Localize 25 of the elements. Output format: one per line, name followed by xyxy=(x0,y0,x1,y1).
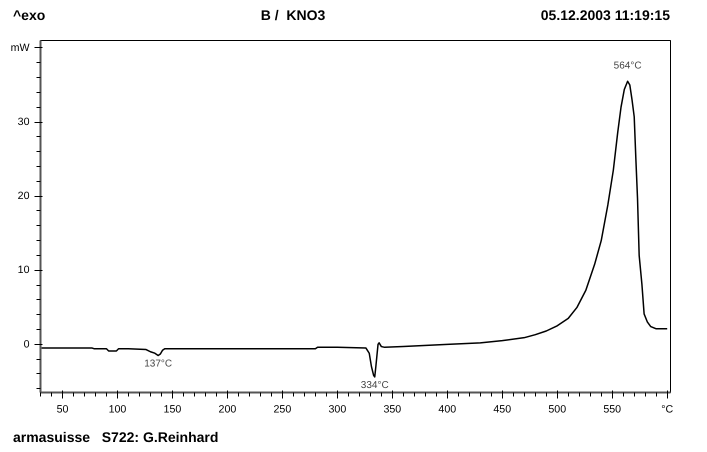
x-tick-label: 200 xyxy=(218,404,236,416)
text: 05.12.2003 11:19:15 xyxy=(540,6,670,25)
x-tick-label: 100 xyxy=(108,404,126,416)
text: ^exo xyxy=(13,6,46,25)
x-tick-label: °C xyxy=(661,404,674,416)
x-tick-label: 500 xyxy=(548,404,566,416)
x-tick-label: 450 xyxy=(493,404,512,416)
y-tick-label: 0 xyxy=(24,338,30,350)
y-tick-label: 30 xyxy=(18,116,30,128)
chart-title: B / KNO3 xyxy=(260,6,326,25)
text: armasuisse S722: G.Reinhard xyxy=(13,429,218,445)
x-tick-label: 150 xyxy=(164,404,182,416)
line-series xyxy=(40,80,668,378)
y-tick-label: 20 xyxy=(18,190,30,202)
annotation: 334°C xyxy=(360,380,389,391)
y-tick-label: mW xyxy=(10,42,30,54)
annotation: 564°C xyxy=(614,60,642,72)
x-tick-label: 350 xyxy=(383,404,402,416)
x-tick-label: 50 xyxy=(56,404,68,416)
x-tick-label: 250 xyxy=(273,404,292,416)
y-tick-label: 10 xyxy=(18,264,30,276)
x-tick-label: 300 xyxy=(328,404,346,416)
annotation: 137°C xyxy=(144,358,172,370)
x-tick-label: 400 xyxy=(438,404,456,416)
x-tick-label: 550 xyxy=(603,404,622,416)
